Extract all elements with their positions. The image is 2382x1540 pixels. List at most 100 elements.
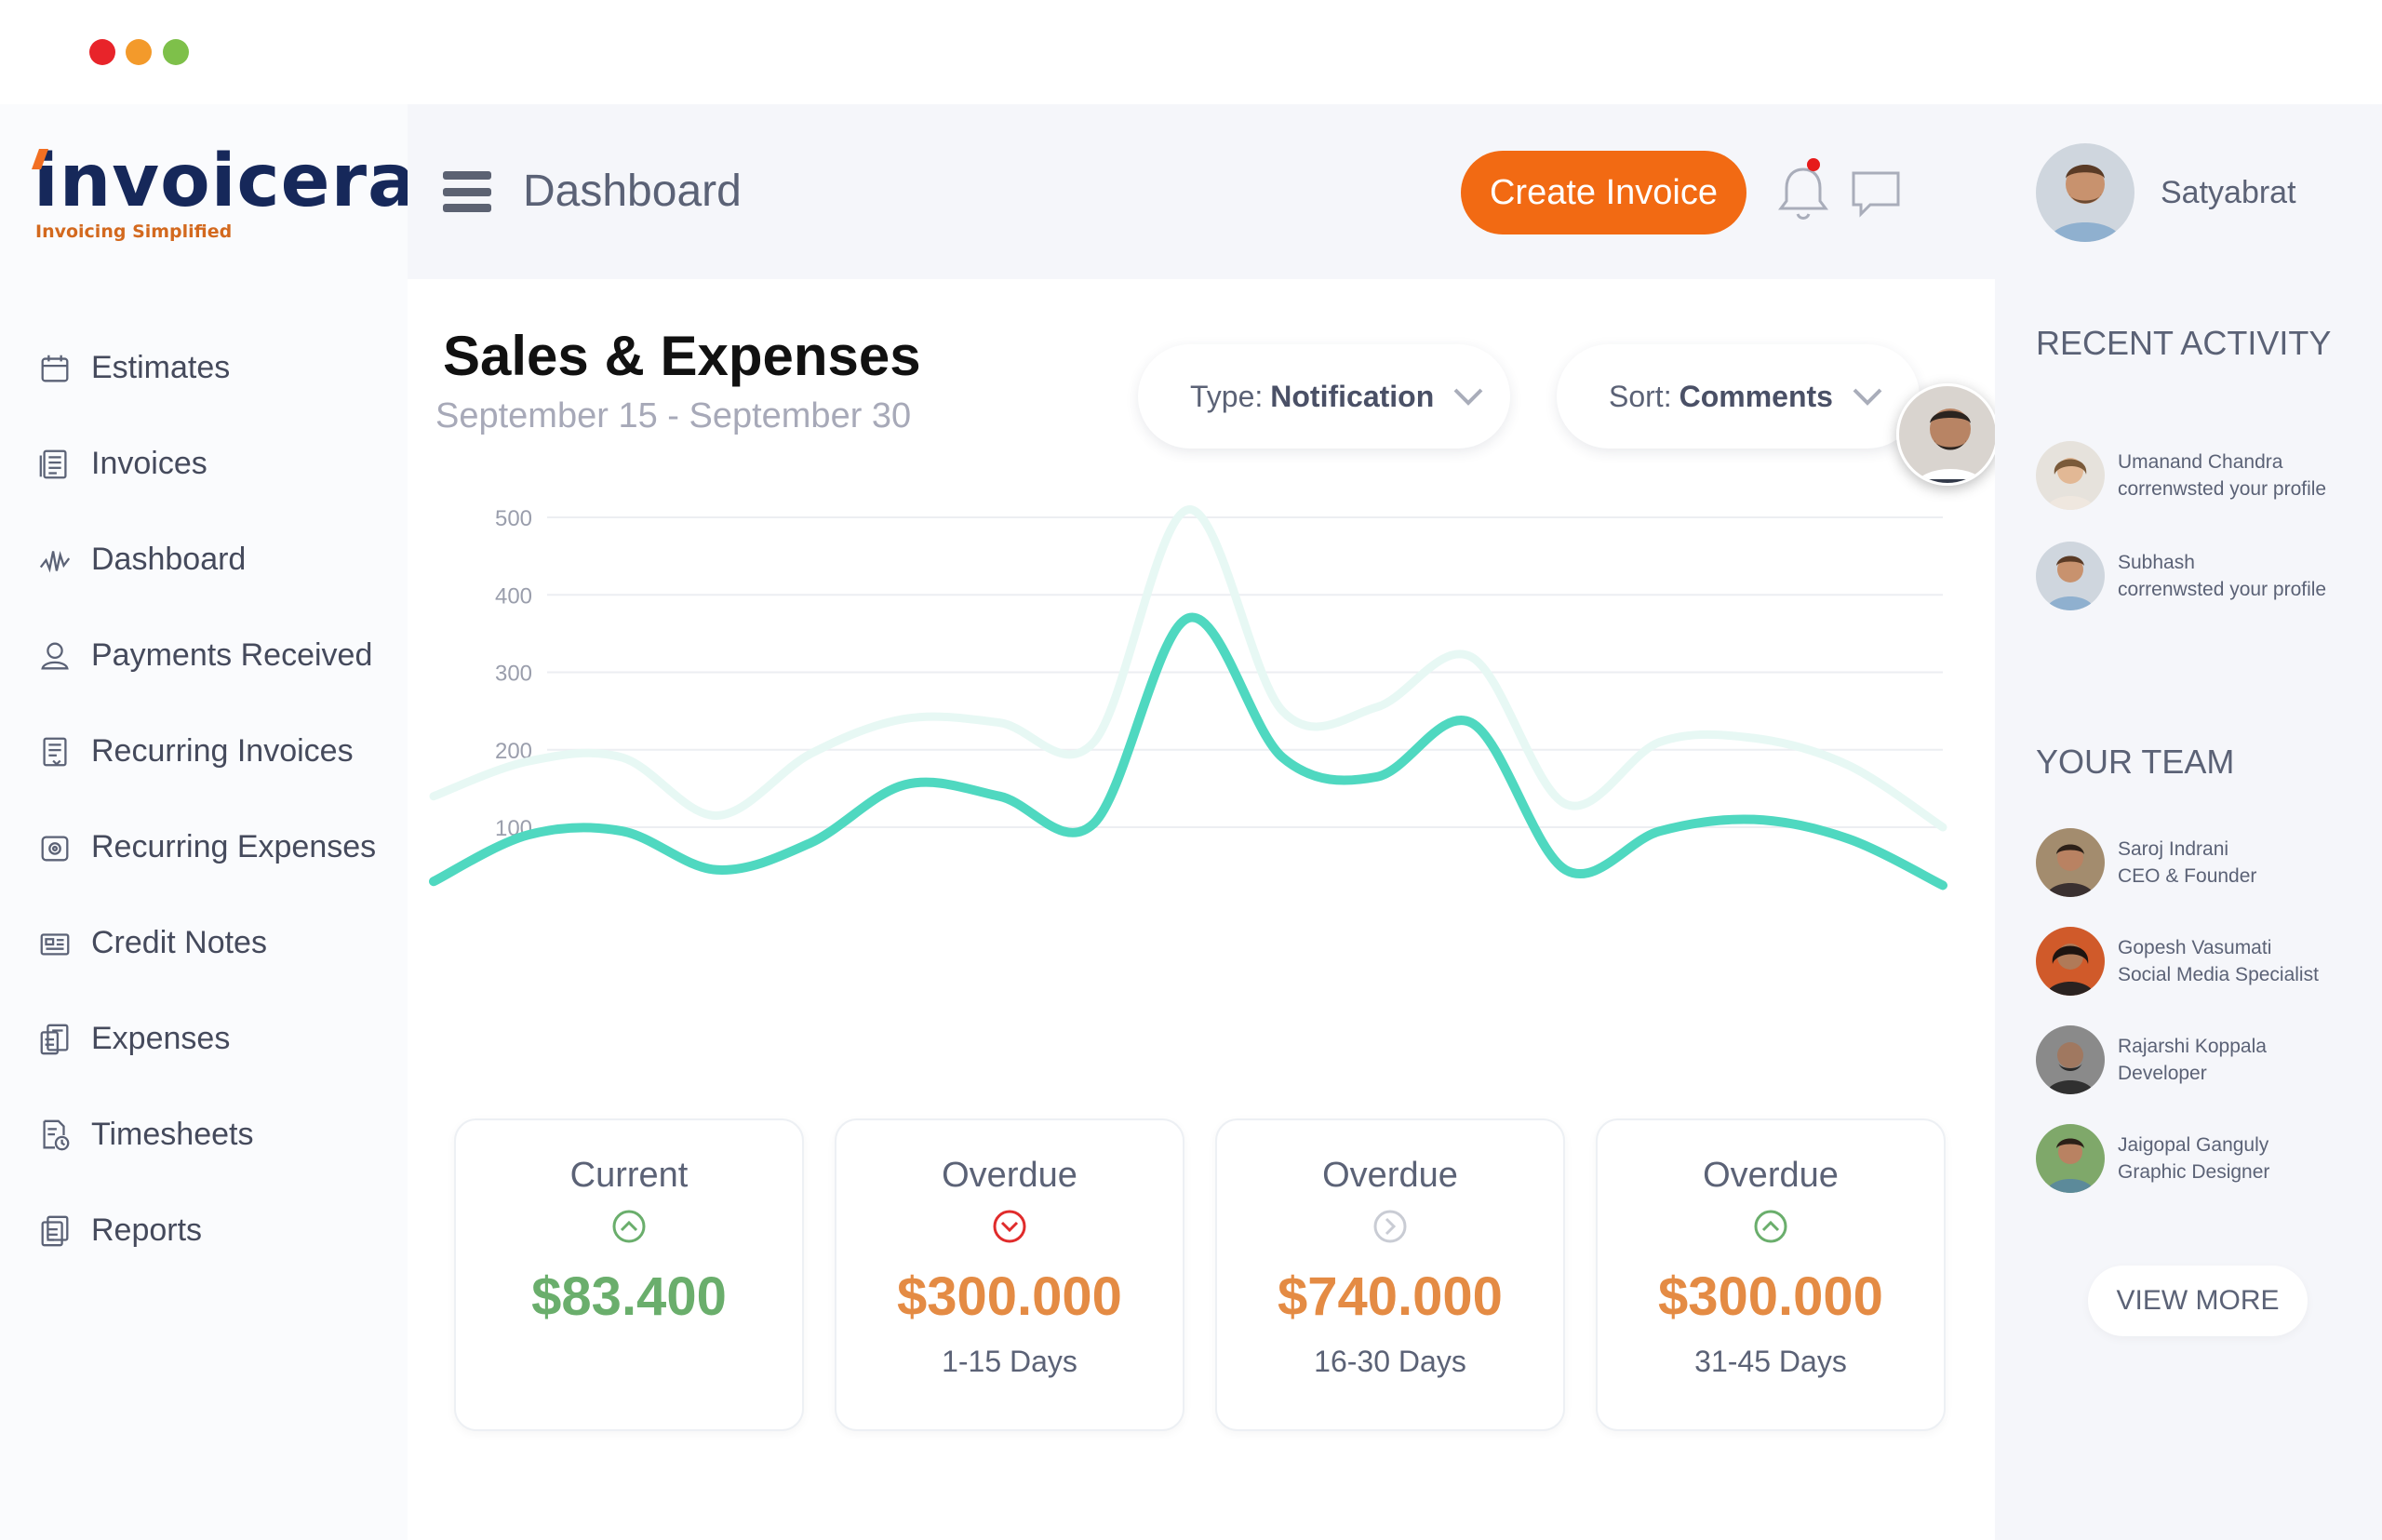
activity-item[interactable]: Umanand Chandra correnwsted your profile <box>2036 441 2326 510</box>
calendar-icon <box>35 349 74 388</box>
summary-card-overdue-16-30[interactable]: Overdue $740.000 16-30 Days <box>1215 1118 1565 1431</box>
series-line-secondary <box>429 505 1947 832</box>
logo-text: invoicera <box>33 140 418 223</box>
sidebar-item-label: Expenses <box>91 1021 231 1056</box>
card-amount: $83.400 <box>531 1266 727 1327</box>
arrow-right-circle-icon <box>1373 1210 1407 1243</box>
expense-icon <box>35 1020 74 1059</box>
user-name[interactable]: Satyabrat <box>2161 175 2296 210</box>
avatar <box>2036 1025 2105 1094</box>
top-header: Dashboard Create Invoice <box>408 104 1995 279</box>
sidebar-item-label: Reports <box>91 1212 203 1248</box>
team-member-role: Social Media Specialist <box>2118 964 2319 985</box>
card-amount: $740.000 <box>1278 1266 1503 1327</box>
sidebar-item-label: Credit Notes <box>91 925 267 960</box>
logo-tagline: Invoicing Simplified <box>35 221 233 242</box>
card-range: 16-30 Days <box>1314 1345 1466 1378</box>
sidebar-item-label: Recurring Invoices <box>91 733 354 769</box>
team-member[interactable]: Jaigopal Ganguly Graphic Designer <box>2036 1124 2269 1193</box>
avatar[interactable] <box>1896 383 1999 486</box>
sidebar-item-label: Dashboard <box>91 542 247 577</box>
arrow-up-circle-icon <box>1754 1210 1787 1243</box>
sidebar-item-reports[interactable]: Reports <box>35 1183 376 1279</box>
page-title: Dashboard <box>523 167 742 216</box>
pulse-icon <box>35 541 74 580</box>
your-team-heading: YOUR TEAM <box>2036 743 2235 781</box>
sidebar-nav: Estimates Invoices Dashboard Payments Re… <box>35 320 376 1279</box>
maximize-window-icon[interactable] <box>163 39 189 65</box>
sidebar-item-recurring-expenses[interactable]: Recurring Expenses <box>35 799 376 895</box>
series-line-primary <box>429 612 1947 891</box>
chevron-down-icon <box>1453 388 1483 406</box>
recurring-invoice-icon <box>35 732 74 771</box>
menu-icon[interactable] <box>443 171 491 212</box>
avatar <box>2036 1124 2105 1193</box>
activity-action: correnwsted your profile <box>2118 579 2327 600</box>
summary-card-overdue-31-45[interactable]: Overdue $300.000 31-45 Days <box>1596 1118 1946 1431</box>
type-filter-value: Notification <box>1270 379 1435 413</box>
sort-filter-dropdown[interactable]: Sort: Comments <box>1557 344 1920 449</box>
arrow-down-circle-icon <box>993 1210 1026 1243</box>
card-title: Overdue <box>1322 1156 1458 1195</box>
date-range: September 15 - September 30 <box>435 396 912 435</box>
card-amount: $300.000 <box>897 1266 1122 1327</box>
notification-dot <box>1807 158 1820 171</box>
window-titlebar <box>0 0 2382 104</box>
bell-icon[interactable] <box>1775 162 1831 223</box>
recent-activity-heading: RECENT ACTIVITY <box>2036 324 2332 362</box>
activity-item[interactable]: Subhash correnwsted your profile <box>2036 542 2326 610</box>
avatar[interactable] <box>2036 143 2134 242</box>
team-member-name: Gopesh Vasumati <box>2118 937 2272 958</box>
avatar <box>2036 441 2105 510</box>
team-member-role: CEO & Founder <box>2118 865 2257 887</box>
logo[interactable]: invoicera Invoicing Simplified <box>31 145 418 242</box>
team-member[interactable]: Saroj Indrani CEO & Founder <box>2036 828 2256 897</box>
sidebar-item-credit-notes[interactable]: Credit Notes <box>35 895 376 991</box>
summary-card-overdue-1-15[interactable]: Overdue $300.000 1-15 Days <box>835 1118 1184 1431</box>
avatar <box>2036 542 2105 610</box>
logo-wordmark: invoicera <box>31 145 418 218</box>
type-filter-dropdown[interactable]: Type: Notification <box>1138 344 1510 449</box>
activity-name: Umanand Chandra <box>2118 451 2283 473</box>
report-icon <box>35 1212 74 1251</box>
sidebar-item-label: Timesheets <box>91 1117 254 1152</box>
sidebar-item-label: Recurring Expenses <box>91 829 377 864</box>
right-panel: Satyabrat RECENT ACTIVITY Umanand Chandr… <box>1995 104 2382 1540</box>
sidebar-item-dashboard[interactable]: Dashboard <box>35 512 376 608</box>
team-member[interactable]: Gopesh Vasumati Social Media Specialist <box>2036 927 2319 996</box>
sidebar-item-estimates[interactable]: Estimates <box>35 320 376 416</box>
card-range: 1-15 Days <box>942 1345 1077 1378</box>
view-more-button[interactable]: VIEW MORE <box>2088 1265 2308 1336</box>
avatar <box>2036 927 2105 996</box>
create-invoice-button[interactable]: Create Invoice <box>1461 151 1746 234</box>
avatar <box>2036 828 2105 897</box>
minimize-window-icon[interactable] <box>126 39 152 65</box>
sidebar-item-recurring-invoices[interactable]: Recurring Invoices <box>35 703 376 799</box>
recurring-expense-icon <box>35 828 74 867</box>
main-content: Sales & Expenses September 15 - Septembe… <box>408 279 1999 1540</box>
summary-cards: Current $83.400 Overdue $300.000 1-15 Da… <box>454 1118 1946 1435</box>
close-window-icon[interactable] <box>89 39 115 65</box>
y-tick-label: 500 <box>495 506 532 531</box>
summary-card-current[interactable]: Current $83.400 <box>454 1118 804 1431</box>
y-tick-label: 300 <box>495 662 532 687</box>
chat-icon[interactable] <box>1848 166 1904 221</box>
team-member-name: Jaigopal Ganguly <box>2118 1134 2269 1156</box>
sidebar-item-timesheets[interactable]: Timesheets <box>35 1087 376 1183</box>
section-title: Sales & Expenses <box>443 325 921 387</box>
sidebar-item-payments-received[interactable]: Payments Received <box>35 608 376 703</box>
team-member-role: Graphic Designer <box>2118 1161 2270 1183</box>
card-title: Overdue <box>1703 1156 1839 1195</box>
team-member[interactable]: Rajarshi Koppala Developer <box>2036 1025 2267 1094</box>
sort-filter-prefix: Sort: <box>1609 379 1672 413</box>
activity-name: Subhash <box>2118 552 2195 573</box>
card-title: Overdue <box>942 1156 1077 1195</box>
team-member-name: Rajarshi Koppala <box>2118 1036 2267 1057</box>
sidebar-item-expenses[interactable]: Expenses <box>35 991 376 1087</box>
card-title: Current <box>569 1156 689 1195</box>
sidebar-item-invoices[interactable]: Invoices <box>35 416 376 512</box>
invoice-icon <box>35 445 74 484</box>
sidebar: invoicera Invoicing Simplified Estimates… <box>0 104 417 1540</box>
